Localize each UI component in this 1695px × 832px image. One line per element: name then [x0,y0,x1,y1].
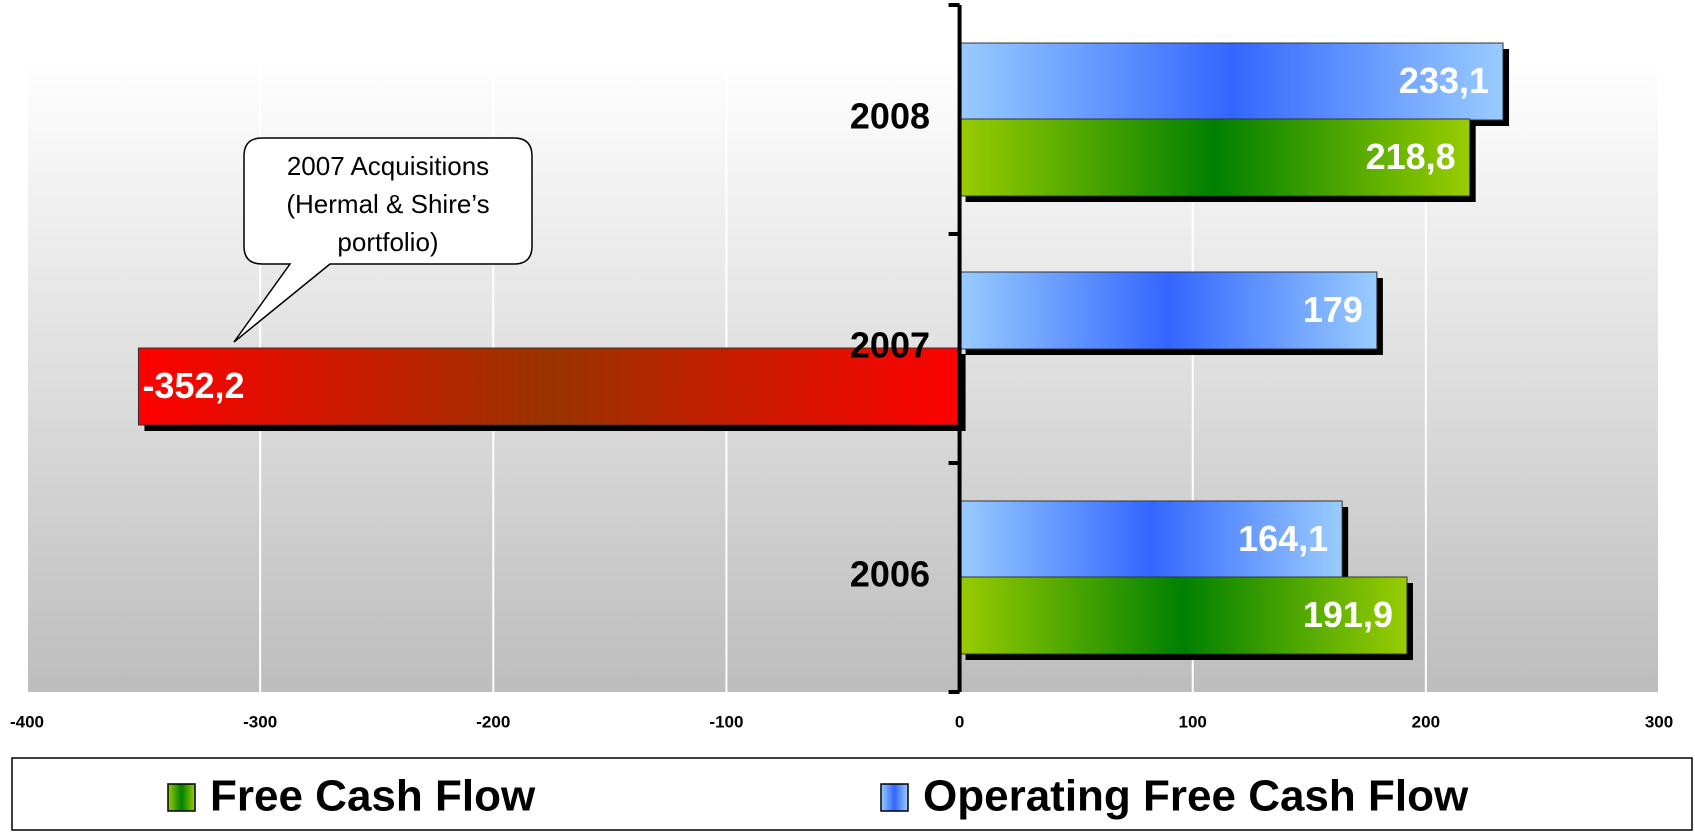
bar [959,42,1504,121]
annotation-line: (Hermal & Shire’s [286,189,489,219]
bar [959,576,1408,655]
data-label: 164,1 [1238,518,1328,559]
y-tick-label: 2007 [850,325,930,366]
annotation-line: 2007 Acquisitions [287,151,489,181]
x-tick-label: -200 [476,712,510,731]
x-tick-label: 100 [1179,712,1207,731]
bar [137,347,961,426]
legend-swatch [167,783,196,812]
x-tick-label: -400 [10,712,44,731]
bar [959,271,1378,350]
y-tick-label: 2006 [850,554,930,595]
annotation-line: portfolio) [337,227,438,257]
x-tick-label: -100 [709,712,743,731]
data-label: 233,1 [1399,60,1489,101]
x-tick-label: -300 [243,712,277,731]
legend-swatch [880,783,909,812]
x-tick-label: 200 [1412,712,1440,731]
bar [959,500,1343,579]
legend-box [11,757,1693,831]
legend-label: Free Cash Flow [210,772,536,821]
x-tick-label: 300 [1645,712,1673,731]
data-label: 191,9 [1303,594,1393,635]
x-tick-label: 0 [955,712,964,731]
y-tick-label: 2008 [850,96,930,137]
data-label: -352,2 [142,365,244,406]
legend-label: Operating Free Cash Flow [923,772,1469,821]
data-label: 218,8 [1366,136,1456,177]
data-label: 179 [1303,289,1363,330]
callout-bubble [233,137,533,343]
annotation: 2007 Acquisitions (Hermal & Shire’s port… [233,137,533,343]
